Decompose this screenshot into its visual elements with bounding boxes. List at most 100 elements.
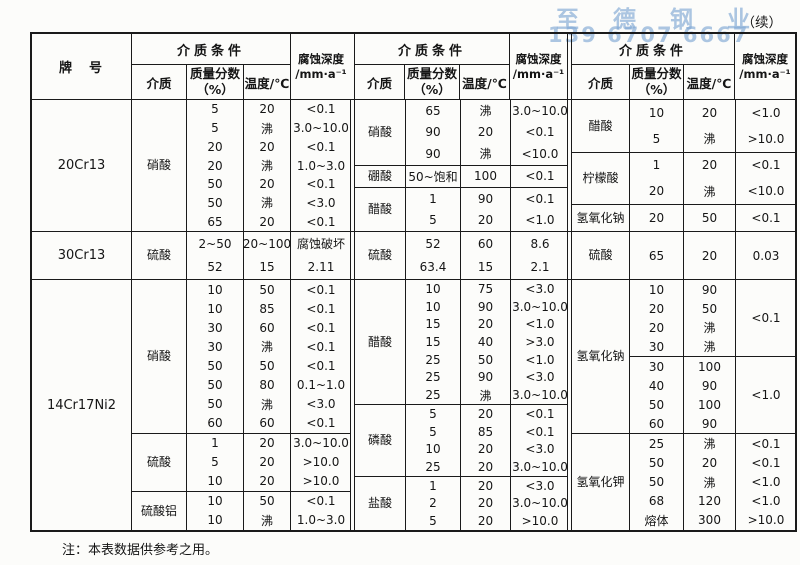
segments: 1 5 10 20 20 20 3.0~10.0 >10.0 >10.0	[187, 433, 350, 491]
media-group: 醋酸 10 5 20 沸 <1.0 >10.0 柠檬酸 1 20 20 沸 <0.1 <10.0 氢氧化钠 2…	[571, 100, 795, 231]
depth-cell: <1.0	[751, 105, 781, 120]
depth-cell: <3.0	[306, 195, 336, 210]
temp-cell: 20	[477, 125, 494, 140]
mass-cell: 50	[648, 397, 665, 412]
temp-cell: 85	[477, 424, 494, 439]
temp-cell: 20	[701, 248, 718, 263]
depth-cell: 3.0~10.0	[512, 299, 568, 314]
mass-cell: 50	[648, 455, 665, 470]
depth-cell: >10.0	[302, 474, 340, 489]
media-group: 醋酸 10 10 15 15 25 25 25 75 90 20 40 50 90 沸 <3.0 3.0~10.…	[354, 280, 568, 530]
depth-column: 0.03	[736, 232, 796, 279]
depth-cell: <10.0	[747, 184, 785, 199]
depth-cell: <0.1	[525, 406, 555, 421]
mass-cell: 52	[207, 260, 223, 275]
header-condition-block: 介质条件 介质 质量分数 （%） 温度/℃	[132, 34, 291, 99]
temp-cell: 沸	[260, 121, 273, 136]
mass-column: 65 90 90	[406, 100, 461, 165]
temp-column: 90 50 沸沸	[684, 280, 736, 357]
mass-cell: 50	[207, 177, 223, 192]
temp-column: 沸 20 沸 120 300	[684, 434, 736, 530]
mass-cell: 60	[648, 416, 665, 431]
mass-cell: 50	[207, 358, 223, 373]
depth-cell: 8.6	[530, 236, 550, 251]
medium-cell: 硫酸铝	[132, 491, 187, 530]
temp-cell: 20	[477, 213, 494, 228]
mass-cell: 30	[207, 320, 223, 335]
temp-cell: 沸	[703, 184, 716, 199]
temp-cell: 20	[259, 455, 275, 470]
mass-column: 10 10 15 15 25 25 25	[406, 280, 461, 404]
depth-cell: <3.0	[525, 442, 555, 457]
temp-column: 20 20 20	[461, 476, 511, 530]
header-medium-condition: 介质条件	[572, 34, 734, 65]
temp-cell: 沸	[703, 132, 716, 147]
temp-cell: 20	[259, 474, 275, 489]
mass-column: 50~饱和	[406, 165, 461, 187]
mass-cell: 1	[429, 478, 437, 493]
depth-cell: <0.1	[525, 169, 555, 184]
segment: 52 63.4 60 15 8.6 2.1	[406, 232, 567, 279]
header-group-2: 介质条件 介质 质量分数 （%） 温度/℃ 腐蚀深度 /mm·a⁻¹	[354, 34, 568, 99]
depth-cell: 1.0~3.0	[296, 513, 346, 528]
depth-column: 8.6 2.1	[511, 232, 569, 279]
mass-cell: 25	[425, 370, 441, 385]
header-temperature: 温度/℃	[244, 75, 290, 91]
depth-cell: 3.0~10.0	[512, 460, 568, 475]
segment: 65 20 0.03	[630, 232, 795, 279]
mass-cell: 50	[648, 475, 665, 490]
media-block: 柠檬酸 1 20 20 沸 <0.1 <10.0	[572, 151, 795, 205]
depth-column: <0.1	[736, 205, 796, 231]
temp-cell: 沸	[260, 196, 273, 211]
mass-cell: 10	[207, 301, 223, 316]
mass-cell: 65	[648, 248, 665, 263]
depth-cell: <0.1	[306, 339, 336, 354]
temp-column: 50	[684, 205, 736, 231]
mass-cell: 5	[211, 455, 219, 470]
mass-cell: 20	[207, 158, 223, 173]
mass-cell: 10	[207, 513, 223, 528]
segments: 52 63.4 60 15 8.6 2.1	[406, 232, 567, 279]
temp-column: 50 85 60 沸 50 80 沸 60	[244, 280, 291, 433]
temp-cell: 90	[701, 416, 718, 431]
segments: 2~50 52 20~100 15 腐蚀破坏 2.11	[187, 232, 350, 279]
temp-cell: 60	[477, 236, 494, 251]
mass-cell: 68	[648, 494, 665, 509]
depth-cell: >10.0	[521, 514, 559, 529]
temp-cell: 100	[698, 359, 721, 374]
mass-cell: 5	[429, 213, 437, 228]
watermark-phone-number: 139 6707 6667	[548, 23, 750, 47]
depth-cell: <1.0	[525, 352, 555, 367]
segments: 1 2 5 20 20 20 <3.0 3.0~10.0 >10.0	[406, 476, 568, 530]
depth-cell: <0.1	[751, 436, 781, 451]
medium-cell: 硼酸	[355, 165, 406, 187]
watermark-company-name: 至德钢业	[556, 7, 784, 33]
corrosion-table: 牌 号 介质条件 介质 质量分数 （%） 温度/℃ 腐蚀深度 /mm·a⁻¹ 介…	[30, 32, 797, 532]
media-block: 醋酸 10 5 20 沸 <1.0 >10.0	[572, 100, 795, 152]
mass-cell: 90	[425, 125, 441, 140]
temp-cell: 20~100	[242, 236, 292, 251]
table-band: 14Cr17Ni2 硝酸 10 10 30 30 50 50 50 60 50 85 60 沸 50 80 沸 6…	[32, 279, 795, 530]
mass-cell: 50~饱和	[408, 169, 458, 184]
medium-cell: 氢氧化钾	[572, 434, 630, 530]
temp-cell: 50	[259, 282, 275, 297]
depth-cell: <3.0	[306, 397, 336, 411]
media-block: 硫酸 1 5 10 20 20 20 3.0~10.0 >10.0 >10.0	[132, 432, 350, 491]
depth-cell: <1.0	[751, 475, 781, 490]
segment: 1 5 10 20 20 20 3.0~10.0 >10.0 >10.0	[187, 433, 350, 491]
depth-cell: <3.0	[525, 478, 555, 493]
mass-cell: 40	[648, 378, 665, 393]
depth-cell-merged: <0.1	[751, 311, 781, 326]
temp-cell: 40	[477, 335, 494, 350]
segments: 5 5 10 25 20 85 20 20 <0.1 <0.1 <3.0 3.0~10.0	[406, 405, 568, 476]
depth-cell: <0.1	[306, 139, 336, 154]
mass-cell: 5	[429, 424, 437, 439]
temp-column: 20~100 15	[242, 232, 292, 279]
temp-cell: 沸	[260, 513, 273, 528]
header-group-3: 介质条件 介质 质量分数 （%） 温度/℃ 腐蚀深度 /mm·a⁻¹	[571, 34, 795, 99]
segments: 50~饱和 100 <0.1	[406, 165, 567, 187]
depth-cell: <0.1	[751, 158, 781, 173]
temp-cell: 80	[259, 377, 275, 392]
depth-column: <0.1 <0.1 <1.0 <1.0 >10.0	[736, 434, 796, 530]
medium-cell: 硫酸	[132, 433, 187, 491]
